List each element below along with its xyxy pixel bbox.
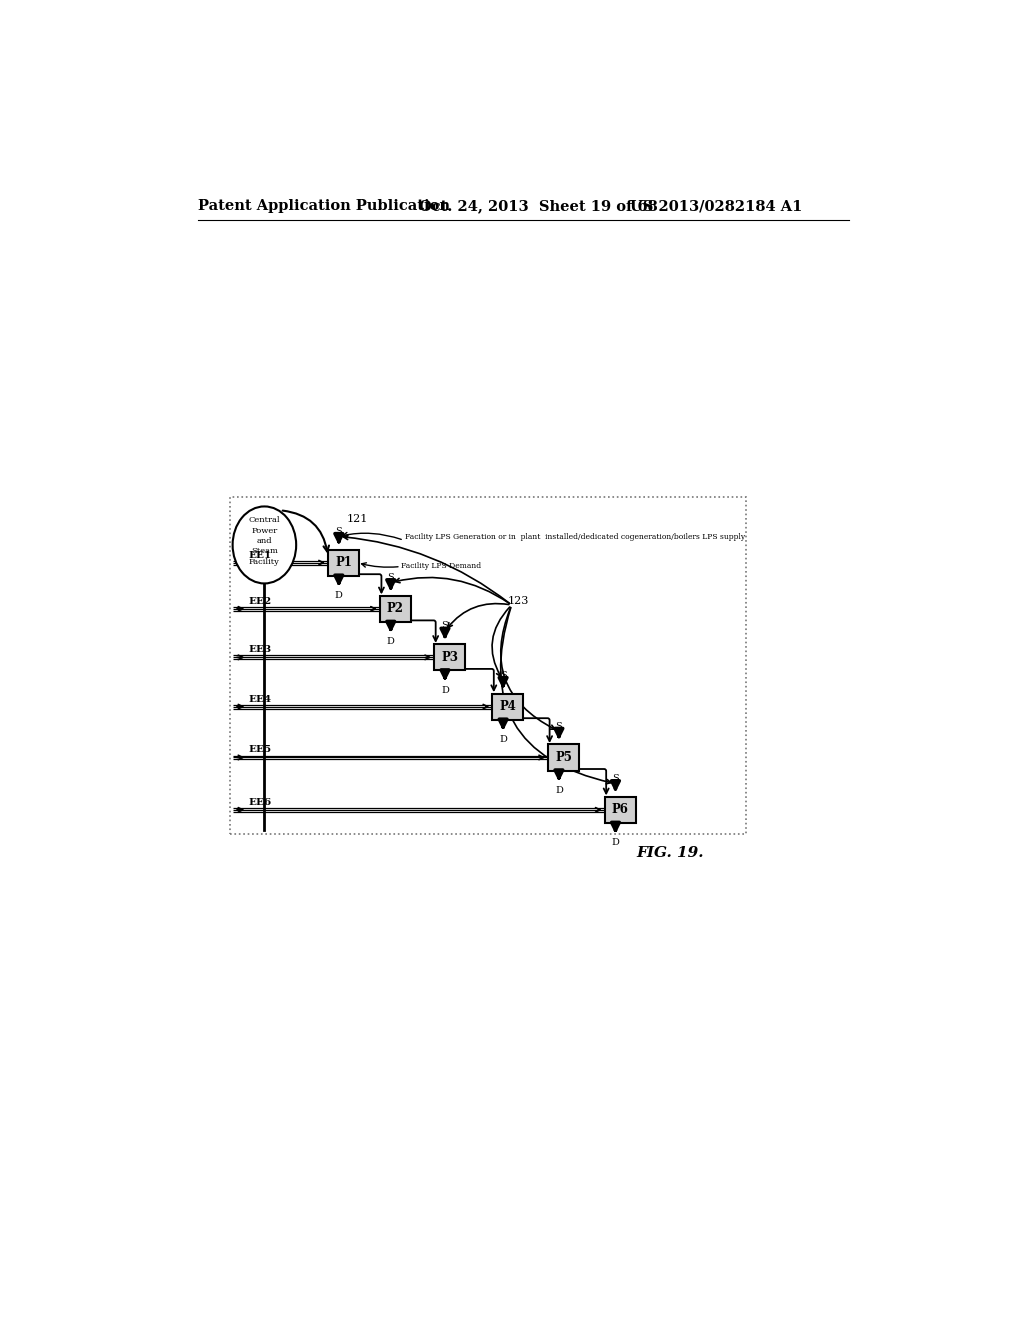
- Text: 123: 123: [508, 597, 529, 606]
- Text: S: S: [500, 671, 507, 680]
- Text: P4: P4: [500, 700, 516, 713]
- Text: P1: P1: [335, 556, 352, 569]
- Text: US 2013/0282184 A1: US 2013/0282184 A1: [630, 199, 803, 213]
- Bar: [380, 595, 411, 622]
- Text: P6: P6: [611, 804, 629, 816]
- Text: S: S: [387, 573, 394, 582]
- Bar: [434, 644, 465, 671]
- Text: Facility LPS Demand: Facility LPS Demand: [400, 562, 481, 570]
- Text: D: D: [387, 638, 394, 647]
- Bar: [328, 549, 359, 576]
- Text: D: D: [335, 591, 343, 601]
- Ellipse shape: [232, 507, 296, 583]
- Text: S: S: [556, 722, 562, 730]
- Text: EE6: EE6: [249, 797, 272, 807]
- Bar: [230, 498, 746, 834]
- Text: EE2: EE2: [249, 597, 272, 606]
- Text: Central
Power
and
Steam
Facility: Central Power and Steam Facility: [249, 516, 281, 566]
- Text: FIG. 19.: FIG. 19.: [636, 846, 703, 859]
- Text: EE1: EE1: [249, 550, 272, 560]
- Text: Oct. 24, 2013  Sheet 19 of 68: Oct. 24, 2013 Sheet 19 of 68: [419, 199, 657, 213]
- Text: EE3: EE3: [249, 645, 272, 655]
- Text: EE5: EE5: [249, 746, 272, 755]
- Text: Patent Application Publication: Patent Application Publication: [198, 199, 450, 213]
- Text: S: S: [612, 774, 618, 783]
- Bar: [548, 744, 579, 771]
- Text: S: S: [441, 622, 449, 631]
- Bar: [493, 693, 523, 719]
- Text: D: D: [611, 838, 620, 847]
- Text: S: S: [336, 527, 342, 536]
- Text: Facility LPS Generation or in  plant  installed/dedicated cogeneration/boilers L: Facility LPS Generation or in plant inst…: [406, 533, 745, 541]
- Text: P5: P5: [555, 751, 572, 764]
- Text: EE4: EE4: [249, 694, 272, 704]
- Text: 121: 121: [346, 513, 368, 524]
- Bar: [604, 797, 636, 822]
- Text: P2: P2: [387, 602, 403, 615]
- Text: D: D: [555, 785, 563, 795]
- Text: D: D: [441, 686, 449, 694]
- Text: D: D: [499, 735, 507, 744]
- Text: P3: P3: [441, 651, 458, 664]
